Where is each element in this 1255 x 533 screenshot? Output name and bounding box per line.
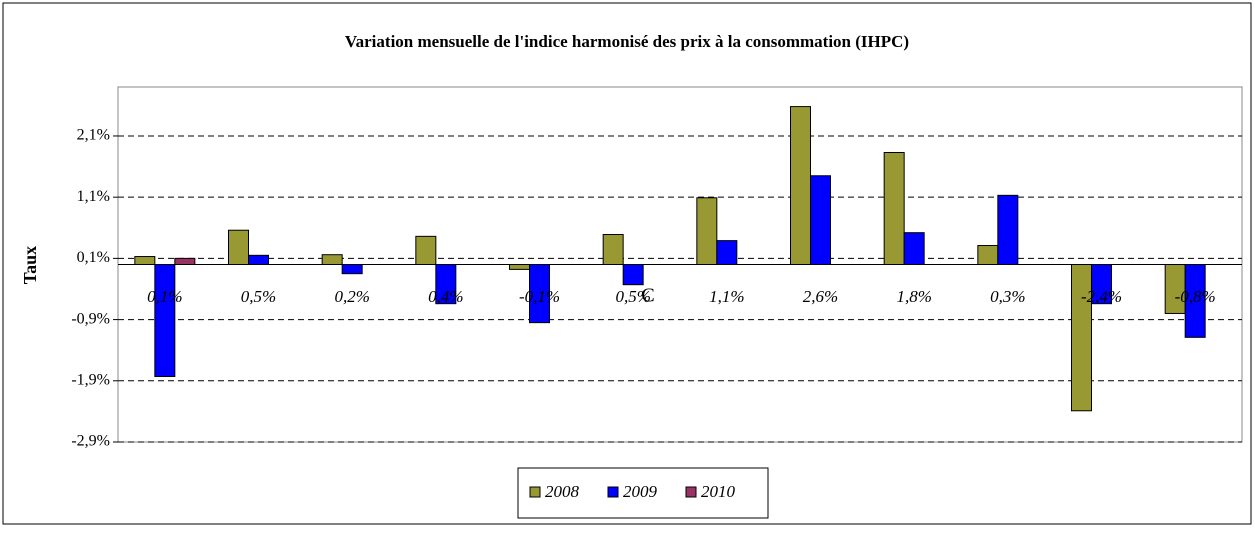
bar bbox=[810, 175, 831, 265]
bar bbox=[696, 197, 718, 265]
x-tick-label: 0,5% bbox=[241, 287, 276, 306]
legend-swatch bbox=[607, 486, 619, 498]
bar bbox=[134, 256, 156, 265]
x-tick-label: 0,2% bbox=[334, 287, 369, 306]
y-tick-label: -1,9% bbox=[71, 371, 110, 388]
x-tick-label: 0,1% bbox=[147, 287, 182, 306]
bar bbox=[903, 232, 925, 265]
legend-swatch bbox=[529, 486, 541, 498]
bar bbox=[228, 229, 249, 265]
y-axis-title: Taux bbox=[20, 246, 40, 284]
annotation: C bbox=[641, 285, 654, 307]
y-tick-label: -2,9% bbox=[71, 433, 110, 450]
bar bbox=[997, 194, 1019, 266]
legend-label: 2008 bbox=[545, 482, 580, 501]
y-tick-label: 1,1% bbox=[77, 188, 110, 205]
bar bbox=[883, 151, 905, 265]
legend-label: 2010 bbox=[701, 482, 736, 501]
x-tick-label: 1,1% bbox=[709, 287, 744, 306]
y-tick-label: -0,9% bbox=[71, 310, 110, 327]
bar bbox=[248, 254, 269, 266]
x-tick-label: 1,8% bbox=[896, 287, 931, 306]
bar bbox=[602, 234, 624, 265]
bar bbox=[321, 254, 343, 265]
bar bbox=[415, 235, 437, 266]
x-tick-label: 0,5% bbox=[615, 287, 650, 306]
bar bbox=[790, 106, 811, 265]
legend-swatch bbox=[685, 486, 697, 498]
chart-title: Variation mensuelle de l'indice harmonis… bbox=[345, 32, 909, 51]
legend-box bbox=[517, 467, 769, 519]
x-tick-label: -2,4% bbox=[1081, 287, 1122, 306]
x-tick-label: 0,3% bbox=[990, 287, 1025, 306]
x-tick-label: -0,8% bbox=[1175, 287, 1216, 306]
legend-label: 2009 bbox=[623, 482, 658, 501]
bar bbox=[977, 245, 999, 266]
bar bbox=[154, 264, 176, 378]
bar bbox=[341, 264, 363, 275]
x-tick-label: 0,4% bbox=[428, 287, 463, 306]
bar bbox=[716, 240, 738, 265]
y-tick-label: 0,1% bbox=[77, 249, 110, 266]
x-tick-label: 2,6% bbox=[803, 287, 838, 306]
bar bbox=[174, 257, 196, 265]
bar bbox=[509, 264, 530, 270]
x-tick-label: -0,1% bbox=[519, 287, 560, 306]
bar bbox=[622, 264, 644, 286]
y-tick-label: 2,1% bbox=[77, 127, 110, 144]
